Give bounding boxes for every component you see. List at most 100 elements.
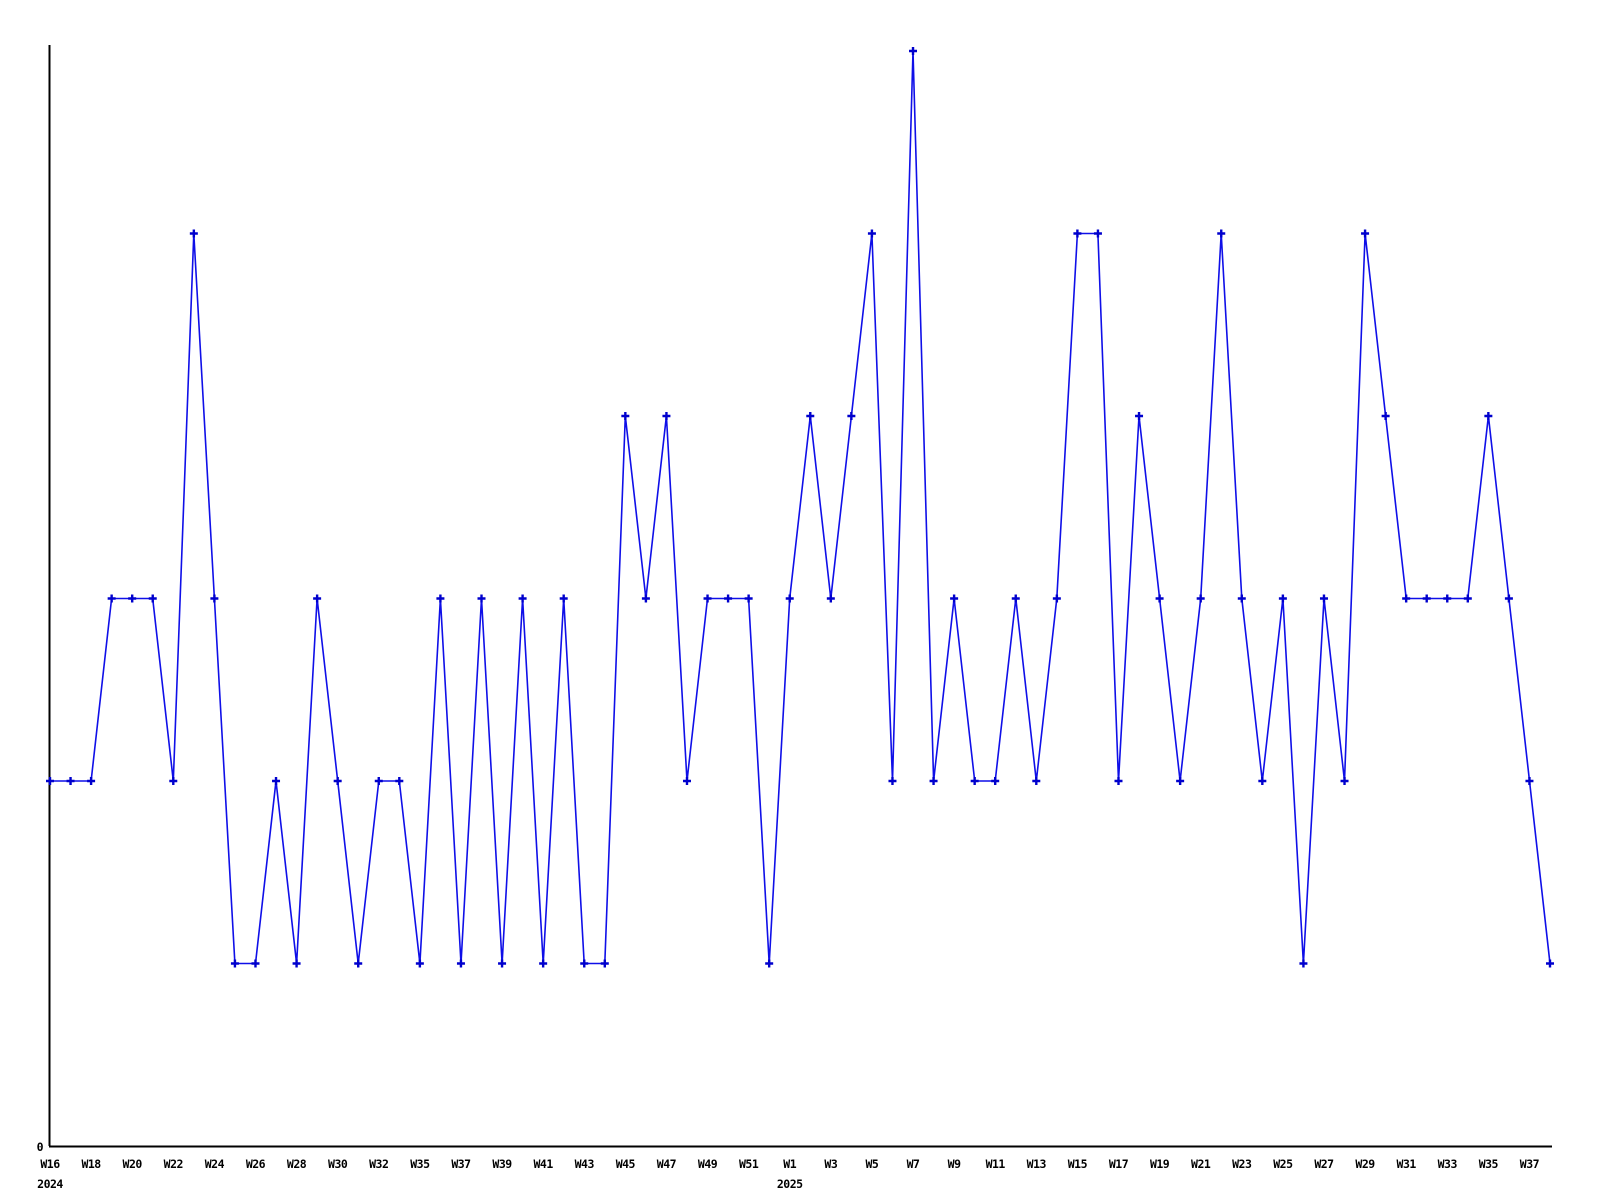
x-tick-label: W35: [1479, 1157, 1499, 1171]
data-point-marker: [1155, 594, 1164, 603]
x-tick-label: W9: [948, 1157, 961, 1171]
x-tick-label: W16: [40, 1157, 60, 1171]
data-point-marker: [1176, 777, 1185, 785]
data-point-marker: [1052, 594, 1061, 603]
axis-labels: 0 W16 W18 W20 W22 W24 W26 W28 W30 W32 W35 W37 W39 W41…: [37, 1140, 1541, 1191]
x-tick-label: W15: [1068, 1157, 1088, 1171]
x-tick-label: W5: [865, 1157, 878, 1171]
x-tick-label: W24: [205, 1157, 225, 1171]
data-point-marker: [1093, 229, 1102, 238]
data-point-marker: [66, 777, 75, 785]
data-point-marker: [148, 594, 157, 603]
data-point-marker: [456, 959, 465, 968]
x-tick-label: W23: [1232, 1157, 1252, 1171]
data-point-marker: [169, 777, 178, 785]
x-tick-label: W49: [698, 1157, 718, 1171]
x-tick-label: W26: [246, 1157, 266, 1171]
data-point-marker: [1504, 594, 1513, 603]
data-point-marker: [210, 594, 219, 603]
x-year-label: 2024: [37, 1177, 63, 1191]
data-point-marker: [1114, 777, 1123, 785]
x-tick-label: W3: [824, 1157, 837, 1171]
x-tick-label: W37: [451, 1157, 471, 1171]
data-point-markers: [46, 47, 1554, 968]
data-point-marker: [765, 959, 774, 968]
data-point-marker: [909, 47, 918, 55]
x-tick-label: W37: [1520, 1157, 1540, 1171]
data-point-marker: [313, 594, 322, 603]
data-point-marker: [724, 594, 733, 603]
data-point-marker: [1546, 959, 1554, 968]
x-tick-label: W41: [534, 1157, 554, 1171]
series-polyline: [50, 50, 1551, 965]
data-point-marker: [991, 777, 1000, 785]
data-point-marker: [580, 959, 589, 968]
x-tick-label: W35: [410, 1157, 430, 1171]
axes: [48, 45, 1552, 1148]
x-tick-label: W45: [616, 1157, 636, 1171]
data-point-marker: [1463, 594, 1472, 603]
data-point-marker: [1525, 777, 1534, 785]
x-tick-label: W43: [575, 1157, 595, 1171]
data-point-marker: [1422, 594, 1431, 603]
data-point-marker: [867, 229, 876, 238]
data-point-marker: [1361, 229, 1370, 238]
x-tick-label: W39: [492, 1157, 512, 1171]
x-tick-label: W1: [783, 1157, 796, 1171]
data-point-marker: [1278, 594, 1287, 603]
data-point-marker: [1258, 777, 1267, 785]
data-point-marker: [498, 959, 507, 968]
data-point-marker: [785, 594, 794, 603]
x-tick-label: W31: [1397, 1157, 1417, 1171]
data-point-marker: [189, 229, 198, 238]
data-point-marker: [272, 777, 281, 785]
data-point-marker: [1319, 594, 1328, 603]
data-point-marker: [436, 594, 445, 603]
x-tick-label: W33: [1438, 1157, 1458, 1171]
data-point-marker: [621, 412, 630, 420]
data-point-marker: [1237, 594, 1246, 603]
data-point-marker: [87, 777, 96, 785]
data-point-marker: [1381, 412, 1390, 420]
data-point-marker: [230, 959, 239, 968]
data-point-marker: [662, 412, 671, 420]
data-point-marker: [559, 594, 568, 603]
data-point-marker: [703, 594, 712, 603]
x-tick-label: W47: [657, 1157, 677, 1171]
data-point-marker: [1340, 777, 1349, 785]
data-point-marker: [600, 959, 609, 968]
data-point-marker: [847, 412, 856, 420]
data-point-marker: [1011, 594, 1020, 603]
x-tick-label: W17: [1109, 1157, 1129, 1171]
data-point-marker: [1443, 594, 1452, 603]
x-tick-label: W20: [123, 1157, 143, 1171]
x-tick-label: W29: [1355, 1157, 1375, 1171]
data-point-marker: [744, 594, 753, 603]
data-point-marker: [539, 959, 548, 968]
x-tick-label: W18: [81, 1157, 101, 1171]
data-point-marker: [292, 959, 301, 968]
x-tick-label: W28: [287, 1157, 307, 1171]
data-point-marker: [888, 777, 897, 785]
data-point-marker: [477, 594, 486, 603]
x-tick-label: W7: [907, 1157, 920, 1171]
x-tick-label: W22: [164, 1157, 183, 1171]
data-point-marker: [826, 594, 835, 603]
x-tick-label: W30: [328, 1157, 348, 1171]
data-point-marker: [1402, 594, 1411, 603]
data-point-marker: [1032, 777, 1041, 785]
data-point-marker: [333, 777, 342, 785]
data-point-marker: [46, 777, 54, 785]
data-point-marker: [682, 777, 691, 785]
y-axis-origin-label: 0: [37, 1140, 44, 1154]
series-line: [50, 50, 1551, 965]
data-point-marker: [107, 594, 116, 603]
x-tick-label: W25: [1273, 1157, 1293, 1171]
data-point-marker: [518, 594, 527, 603]
x-tick-label: W27: [1314, 1157, 1334, 1171]
data-point-marker: [1217, 229, 1226, 238]
data-point-marker: [374, 777, 383, 785]
data-point-marker: [395, 777, 404, 785]
